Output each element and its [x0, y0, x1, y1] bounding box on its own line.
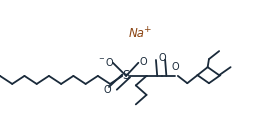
Text: $^-$O: $^-$O — [97, 56, 115, 68]
Text: Na: Na — [128, 27, 144, 40]
Text: +: + — [143, 25, 150, 34]
Text: S: S — [122, 69, 130, 82]
Text: O: O — [140, 57, 147, 67]
Text: O: O — [158, 53, 166, 63]
Text: O: O — [104, 85, 112, 95]
Text: O: O — [171, 62, 179, 72]
